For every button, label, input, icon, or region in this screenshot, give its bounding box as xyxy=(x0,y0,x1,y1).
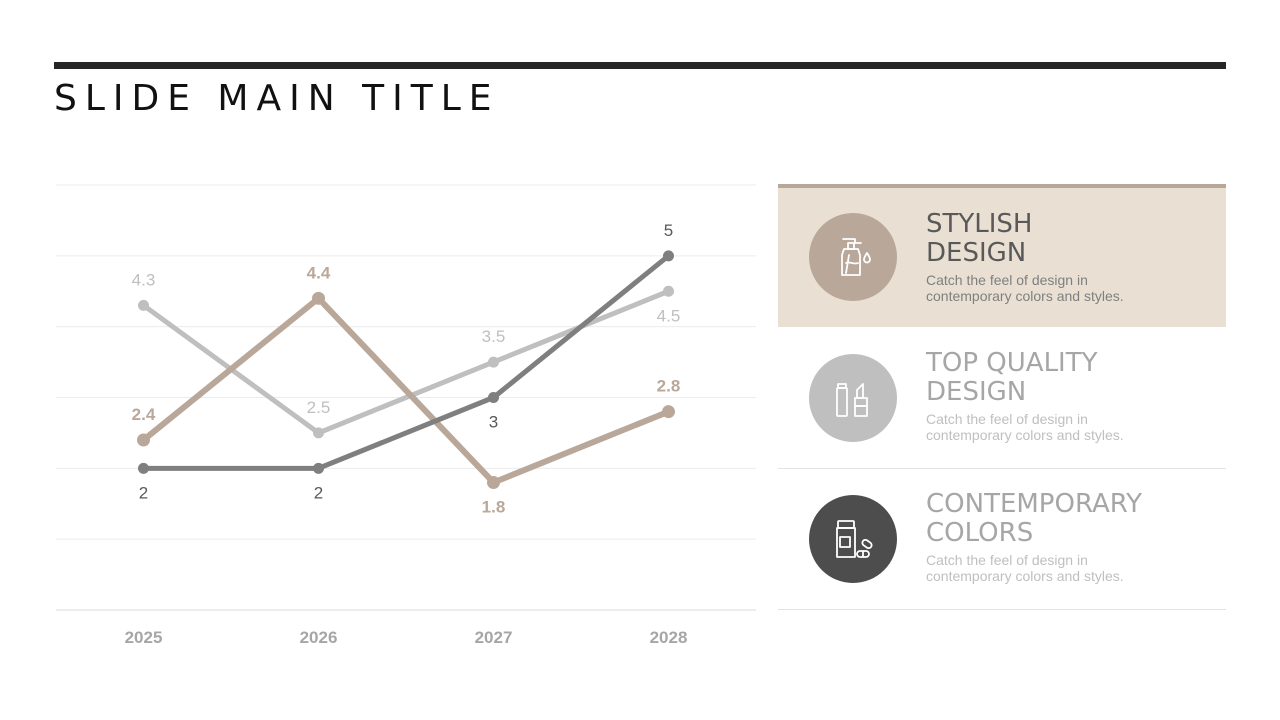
series-line xyxy=(140,295,672,486)
x-tick-label: 2025 xyxy=(125,628,163,647)
feature-heading: STYLISH DESIGN xyxy=(926,210,1196,268)
feature-icon-circle xyxy=(809,354,897,442)
data-label: 2.4 xyxy=(132,405,156,424)
data-point xyxy=(137,433,150,447)
data-point xyxy=(663,250,674,262)
series-line xyxy=(141,288,671,436)
feature-heading: CONTEMPORARY COLORS xyxy=(926,490,1196,548)
x-tick-label: 2026 xyxy=(300,628,338,647)
data-label: 1.8 xyxy=(482,498,506,517)
data-point xyxy=(663,285,674,297)
data-label: 5 xyxy=(664,221,673,240)
feature-description: Catch the feel of design in contemporary… xyxy=(926,272,1124,304)
series-line xyxy=(141,253,671,471)
data-point xyxy=(662,405,675,419)
feature-icon-circle xyxy=(809,495,897,583)
data-point xyxy=(313,462,324,474)
feature-heading-line2: DESIGN xyxy=(926,377,1027,407)
feature-description: Catch the feel of design in contemporary… xyxy=(926,411,1124,443)
chart-data-labels: 4.3 2.5 3.5 4.5 2.4 4.4 1.8 2.8 2 2 3 5 xyxy=(132,221,681,517)
data-point xyxy=(488,392,499,403)
data-label: 2.8 xyxy=(657,377,681,396)
feature-heading: TOP QUALITY DESIGN xyxy=(926,349,1196,407)
x-tick-label: 2027 xyxy=(475,628,513,647)
data-label: 2 xyxy=(139,483,148,502)
line-chart: 4.32.53.54.52.44.41.82.82 235 2025 2026 202… xyxy=(56,184,756,647)
data-point xyxy=(313,427,324,439)
data-label: 4.4 xyxy=(307,263,331,282)
data-label: 4.3 xyxy=(132,270,156,289)
pill-bottle-icon xyxy=(836,520,873,558)
data-label: 2 xyxy=(314,483,323,502)
data-point xyxy=(138,462,149,474)
feature-heading-line1: CONTEMPORARY xyxy=(926,489,1143,519)
data-point xyxy=(487,476,500,489)
slide-title: SLIDE MAIN TITLE xyxy=(54,78,500,119)
feature-icon-circle xyxy=(809,213,897,301)
x-tick-label: 2028 xyxy=(650,628,688,647)
data-label: 2.5 xyxy=(307,398,331,417)
data-point xyxy=(138,299,149,311)
feature-heading-line1: STYLISH xyxy=(926,209,1033,239)
feature-description: Catch the feel of design in contemporary… xyxy=(926,552,1124,584)
chart-lines xyxy=(140,253,672,486)
feature-panel-stylish-design: STYLISH DESIGN Catch the feel of design … xyxy=(778,184,1226,327)
title-rule xyxy=(54,62,1226,69)
feature-panel-contemporary-colors: CONTEMPORARY COLORS Catch the feel of de… xyxy=(778,468,1226,610)
feature-heading-line2: DESIGN xyxy=(926,238,1027,268)
data-label: 3 xyxy=(489,413,498,432)
chart-points xyxy=(137,250,675,489)
data-label: 3.5 xyxy=(482,327,506,346)
data-label: 4.5 xyxy=(657,306,681,325)
data-point xyxy=(312,291,325,305)
feature-panel-top-quality-design: TOP QUALITY DESIGN Catch the feel of des… xyxy=(778,327,1226,469)
lipstick-icon xyxy=(836,383,868,417)
chart-x-axis: 2025 2026 2027 2028 xyxy=(125,628,688,647)
feature-heading-line1: TOP QUALITY xyxy=(926,348,1098,378)
pump-bottle-icon xyxy=(841,238,871,276)
feature-heading-line2: COLORS xyxy=(926,518,1034,548)
data-point xyxy=(488,356,499,368)
